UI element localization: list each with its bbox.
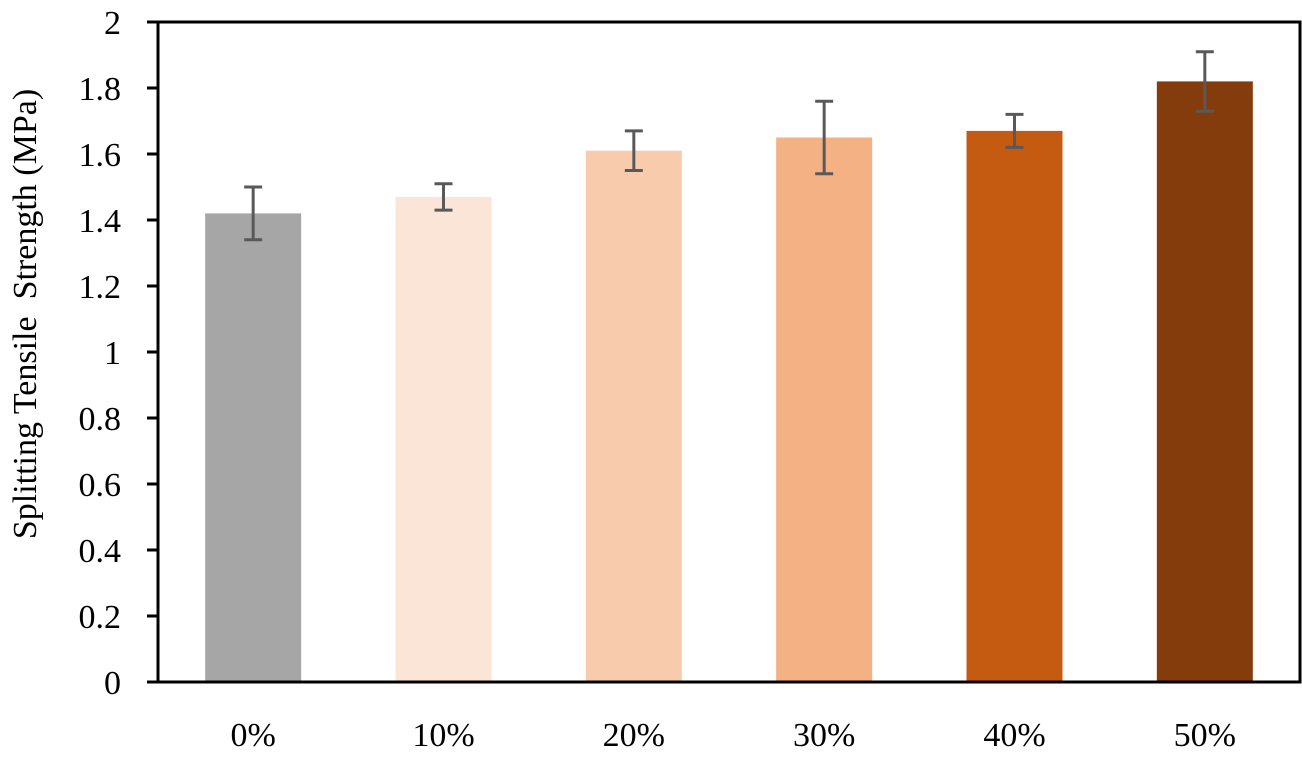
bar	[966, 130, 1063, 682]
y-tick-label: 0.6	[79, 467, 122, 504]
error-bar	[244, 185, 263, 242]
bar	[776, 137, 873, 682]
bar	[1156, 81, 1253, 682]
y-tick-label: 0.2	[79, 599, 122, 636]
x-tick-label: 40%	[983, 717, 1045, 754]
error-bars	[244, 50, 1214, 242]
bar	[585, 150, 682, 682]
x-tick-label: 0%	[231, 717, 276, 754]
bars	[205, 81, 1253, 682]
error-bar	[624, 129, 643, 172]
y-tick-label: 2	[104, 5, 121, 42]
x-axis-labels: 0% 10% 20% 30% 40% 50%	[231, 717, 1236, 754]
y-tick-label: 0	[104, 665, 121, 702]
y-tick-label: 0.4	[79, 533, 122, 570]
plot-frame	[156, 20, 1302, 684]
x-tick-label: 20%	[603, 717, 665, 754]
y-tick-label: 1.4	[79, 203, 122, 240]
y-tick-label: 1.8	[79, 71, 122, 108]
y-tick-label: 1.2	[79, 269, 122, 306]
y-axis-title: Splitting Tensile Strength (MPa)	[7, 89, 44, 539]
bar	[205, 213, 302, 682]
error-bar	[815, 99, 834, 176]
x-tick-label: 30%	[793, 717, 855, 754]
y-axis-ticks: 0 0.2 0.4 0.6 0.8 1 1.2 1.4 1.6 1.8 2	[79, 5, 158, 702]
x-tick-label: 10%	[412, 717, 474, 754]
bar	[395, 196, 492, 682]
y-tick-label: 1.6	[79, 137, 122, 174]
error-bar	[1005, 112, 1024, 149]
y-tick-label: 0.8	[79, 401, 122, 438]
error-bar	[434, 182, 453, 212]
y-tick-label: 1	[104, 335, 121, 372]
error-bar	[1195, 50, 1214, 113]
x-tick-label: 50%	[1174, 717, 1236, 754]
